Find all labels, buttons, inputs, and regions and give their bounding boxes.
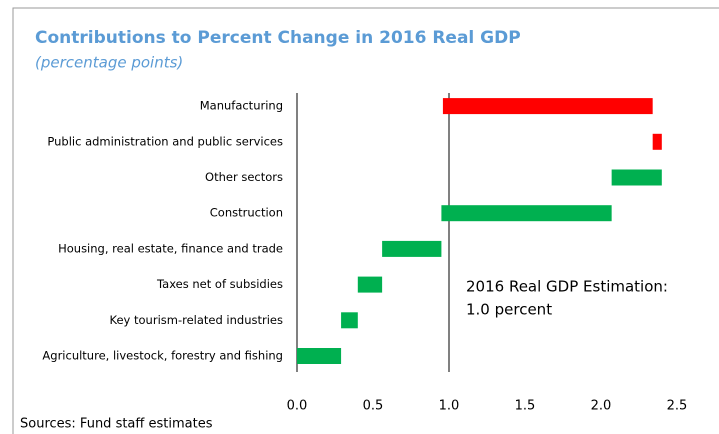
bar bbox=[442, 98, 653, 115]
bar bbox=[341, 312, 358, 329]
x-tick-label: 2.5 bbox=[667, 399, 688, 414]
bar bbox=[611, 169, 662, 186]
category-label: Agriculture, livestock, forestry and fis… bbox=[42, 349, 283, 363]
x-tick-label: 0.0 bbox=[287, 399, 308, 414]
chart-subtitle: (percentage points) bbox=[35, 54, 183, 72]
category-label: Housing, real estate, finance and trade bbox=[58, 241, 283, 255]
chart-title: Contributions to Percent Change in 2016 … bbox=[35, 28, 521, 48]
bar bbox=[357, 276, 383, 293]
bar bbox=[382, 240, 442, 257]
annotation: 1.0 percent bbox=[466, 301, 552, 319]
annotation: 2016 Real GDP Estimation: bbox=[466, 278, 668, 296]
category-label: Construction bbox=[210, 206, 283, 220]
category-label: Taxes net of subsidies bbox=[156, 277, 283, 291]
x-tick-label: 2.0 bbox=[591, 399, 612, 414]
category-label: Manufacturing bbox=[200, 99, 283, 113]
frame bbox=[12, 7, 719, 434]
bar bbox=[652, 133, 662, 150]
x-tick-label: 1.5 bbox=[515, 399, 536, 414]
x-tick-label: 0.5 bbox=[363, 399, 384, 414]
category-label: Key tourism-related industries bbox=[110, 313, 284, 327]
bar bbox=[441, 205, 612, 222]
source-note: Sources: Fund staff estimates bbox=[20, 417, 213, 432]
category-label: Public administration and public service… bbox=[47, 134, 283, 148]
bar bbox=[297, 348, 342, 364]
x-tick-label: 1.0 bbox=[439, 399, 460, 414]
category-label: Other sectors bbox=[205, 170, 283, 184]
